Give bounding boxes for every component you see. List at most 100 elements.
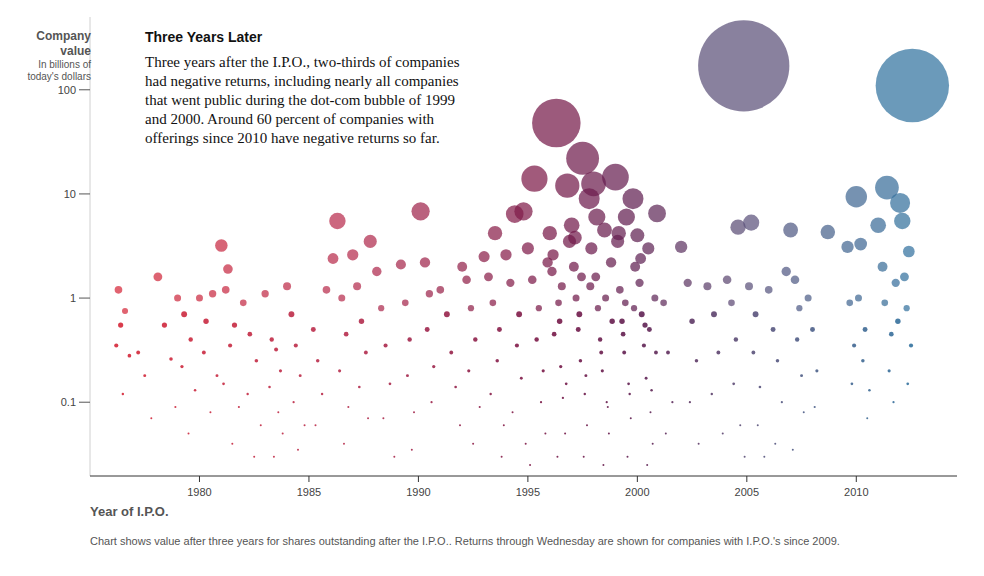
- y-tick-label: 1: [70, 292, 76, 304]
- point: [297, 449, 299, 451]
- point: [698, 443, 700, 445]
- point: [238, 406, 240, 408]
- point: [169, 357, 173, 361]
- point: [338, 369, 341, 372]
- point: [468, 305, 474, 311]
- point: [800, 374, 803, 377]
- point: [321, 393, 323, 395]
- point: [367, 417, 369, 419]
- y-tick: [79, 89, 90, 90]
- x-tick: [199, 476, 200, 482]
- point: [602, 295, 609, 302]
- point: [528, 275, 537, 284]
- point: [479, 406, 481, 408]
- point: [209, 411, 211, 413]
- point: [909, 343, 913, 347]
- point: [143, 374, 146, 377]
- point: [627, 456, 629, 458]
- x-tick-label: 2010: [844, 486, 868, 498]
- point: [606, 257, 616, 267]
- point: [622, 351, 626, 355]
- point: [711, 393, 713, 395]
- point: [562, 397, 564, 399]
- point: [781, 401, 783, 403]
- point: [426, 290, 433, 297]
- point: [353, 282, 361, 290]
- point: [216, 374, 219, 377]
- point: [810, 327, 815, 332]
- point: [645, 377, 648, 380]
- point: [635, 253, 646, 264]
- point: [607, 406, 609, 408]
- point: [128, 354, 132, 358]
- point: [514, 202, 532, 220]
- point: [573, 295, 580, 302]
- point: [202, 351, 206, 355]
- x-tick: [527, 476, 528, 482]
- point: [413, 411, 415, 413]
- point: [635, 279, 643, 287]
- point: [488, 226, 502, 240]
- point: [274, 348, 278, 352]
- point: [868, 389, 871, 392]
- x-tick-label: 1985: [297, 486, 321, 498]
- point: [489, 393, 491, 395]
- point: [153, 272, 162, 281]
- point: [782, 267, 791, 276]
- point: [449, 351, 453, 355]
- point: [642, 242, 654, 254]
- point: [136, 351, 140, 355]
- point: [851, 383, 854, 386]
- point: [393, 456, 395, 458]
- point: [293, 401, 295, 403]
- point: [430, 401, 432, 403]
- point: [444, 311, 450, 317]
- point: [277, 411, 279, 413]
- point: [866, 417, 868, 419]
- x-tick-label: 2005: [735, 486, 759, 498]
- point: [602, 464, 604, 466]
- x-tick-label: 1980: [187, 486, 211, 498]
- point: [338, 295, 345, 302]
- point: [606, 401, 608, 403]
- point: [516, 311, 522, 317]
- point: [181, 311, 187, 317]
- x-tick: [637, 476, 638, 482]
- point: [608, 433, 610, 435]
- point: [628, 393, 630, 395]
- point: [892, 279, 900, 287]
- point: [612, 226, 626, 240]
- point: [411, 202, 429, 220]
- point: [457, 262, 467, 272]
- point: [432, 365, 435, 368]
- y-tick-label: 0.1: [61, 396, 76, 408]
- point: [651, 295, 658, 302]
- y-axis-note: today's dollars: [27, 71, 91, 82]
- point: [904, 305, 910, 311]
- point: [650, 389, 653, 392]
- point: [260, 424, 262, 426]
- point: [490, 300, 497, 307]
- point: [598, 337, 602, 341]
- point: [903, 246, 915, 258]
- point: [203, 318, 208, 323]
- point: [906, 383, 909, 386]
- point: [174, 406, 176, 408]
- point: [565, 383, 568, 386]
- point: [846, 300, 853, 307]
- caption: Chart shows value after three years for …: [90, 535, 840, 547]
- point: [540, 401, 542, 403]
- point: [122, 308, 128, 314]
- point: [196, 295, 203, 302]
- point: [521, 166, 547, 192]
- point: [660, 300, 667, 307]
- point: [180, 365, 183, 368]
- point: [544, 433, 546, 435]
- point: [315, 424, 317, 426]
- point: [188, 433, 190, 435]
- point: [584, 393, 586, 395]
- point: [566, 142, 599, 175]
- x-tick: [308, 476, 309, 482]
- point: [382, 417, 384, 419]
- point: [283, 282, 291, 290]
